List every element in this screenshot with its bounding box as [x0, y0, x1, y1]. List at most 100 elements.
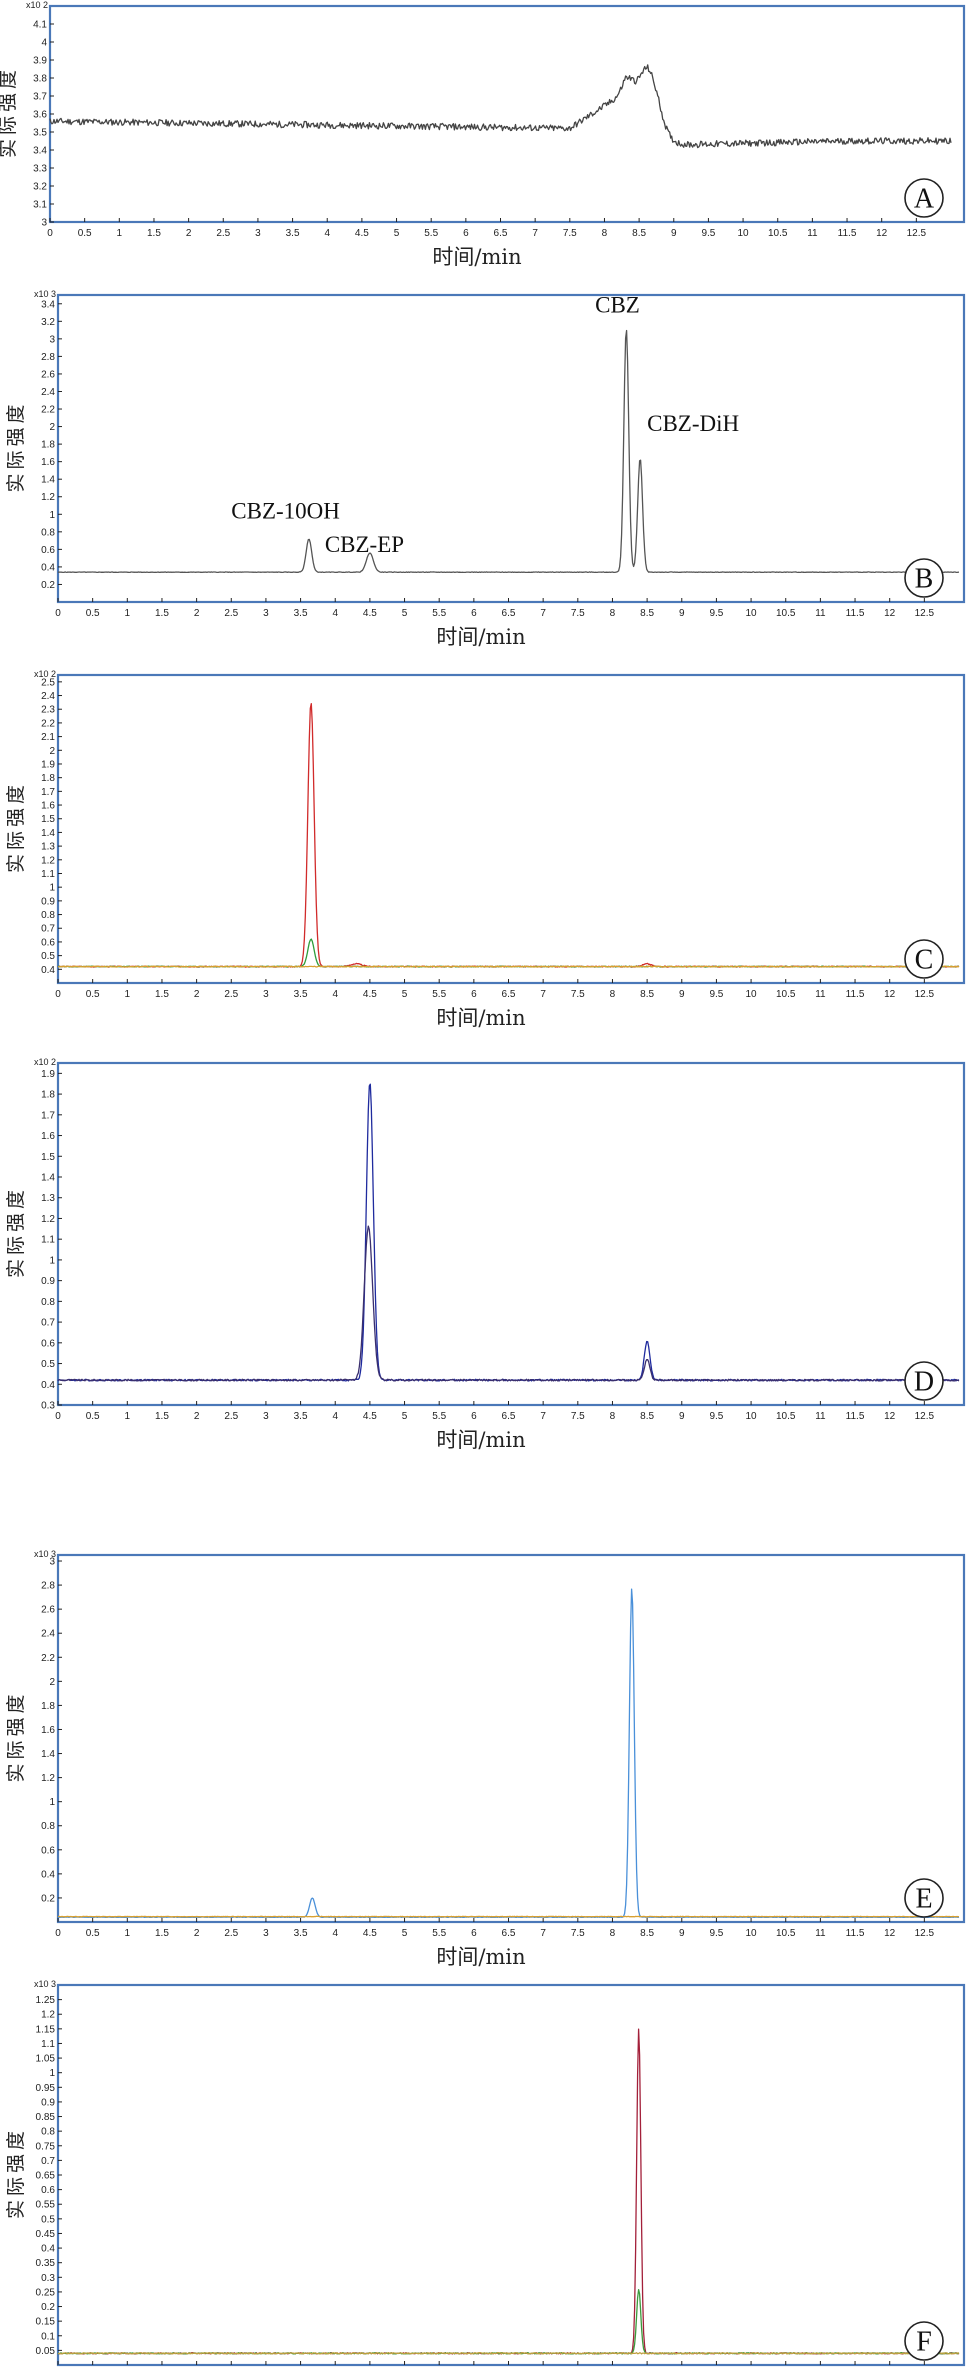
- x-tick-label: 0.5: [78, 228, 92, 239]
- y-tick-label: 3: [49, 1557, 55, 1568]
- y-multiplier: x10 3: [34, 1549, 56, 1559]
- x-tick-label: 12: [884, 1928, 896, 1939]
- x-tick-label: 0.5: [86, 1928, 100, 1939]
- x-tick-label: 7: [540, 1411, 546, 1422]
- x-tick-label: 7: [540, 608, 546, 619]
- peak-annotation: CBZ: [595, 293, 640, 318]
- x-tick-label: 12.5: [907, 228, 927, 239]
- y-tick-label: 3: [41, 218, 47, 229]
- x-tick-label: 7.5: [563, 228, 577, 239]
- x-axis-label: 时间/min: [436, 1006, 525, 1030]
- y-axis-label: 实际强度: [5, 1186, 27, 1278]
- x-tick-label: 0: [55, 608, 61, 619]
- chromatogram-panel-a: x10 2 3 3.1 3.2 3.3 3.4 3.5 3.6 3.7 3.8 3.9 4 4.1 0 0.…: [0, 0, 970, 280]
- x-tick-label: 2: [194, 1928, 200, 1939]
- y-tick-label: 1.9: [41, 759, 55, 770]
- y-tick-label: 3.2: [33, 182, 47, 193]
- trace-line-2: [57, 2289, 960, 2355]
- plot-frame: [56, 293, 966, 604]
- y-tick-label: 0.8: [41, 1297, 55, 1308]
- x-axis-label: 时间/min: [436, 1428, 525, 1452]
- y-tick-label: 1.1: [41, 2039, 55, 2050]
- x-tick-label: 10: [746, 989, 758, 1000]
- plot-frame: [56, 1983, 966, 2367]
- y-tick-label: 0.55: [36, 2200, 56, 2211]
- y-tick-label: 0.5: [41, 951, 55, 962]
- x-tick-label: 7: [532, 228, 538, 239]
- peak-annotation: CBZ-10OH: [231, 499, 340, 524]
- x-tick-label: 11: [815, 989, 826, 1000]
- x-tick-label: 3: [255, 228, 261, 239]
- panel-svg: x10 3 0.2 0.4 0.6 0.8 1 1.2 1.4 1.6 1.8 2 2.2 2.4 2.6…: [5, 289, 966, 649]
- x-tick-label: 1: [125, 608, 131, 619]
- chromatogram-panel-e: x10 3 0.2 0.4 0.6 0.8 1 1.2 1.4 1.6 1.8 2 2.2 2.4 2.6…: [0, 1545, 970, 1970]
- x-tick-label: 11: [815, 1411, 826, 1422]
- trace-line-3: [58, 965, 960, 968]
- y-tick-label: 0.7: [41, 1318, 55, 1329]
- y-tick-label: 1.8: [41, 1090, 55, 1101]
- y-tick-label: 0.3: [41, 2273, 55, 2284]
- panel-svg: x10 3 0.2 0.4 0.6 0.8 1 1.2 1.4 1.6 1.8 2 2.2 2.4 2.6…: [5, 1549, 966, 1969]
- x-tick-label: 0: [55, 989, 61, 1000]
- x-tick-label: 10: [746, 1411, 758, 1422]
- y-tick-label: 3: [49, 334, 55, 345]
- x-tick-label: 3.5: [294, 1928, 308, 1939]
- panel-badge-circle: [904, 178, 944, 218]
- x-tick-label: 10.5: [776, 608, 796, 619]
- panel-svg: x10 2 0.4 0.5 0.6 0.7 0.8 0.9 1 1.1 1.2 1.3 1.4 1.5 1…: [5, 669, 966, 1030]
- y-tick-label: 2.4: [41, 387, 55, 398]
- trace-line-1: [57, 2028, 960, 2355]
- y-tick-label: 3.1: [33, 200, 47, 211]
- panel-badge-label: B: [915, 564, 934, 595]
- x-tick-label: 5: [394, 228, 400, 239]
- x-tick-label: 6: [463, 228, 469, 239]
- y-tick-label: 2.2: [41, 718, 55, 729]
- y-tick-label: 1: [49, 883, 55, 894]
- y-tick-label: 1.4: [41, 475, 55, 486]
- y-tick-label: 0.2: [41, 580, 55, 591]
- y-tick-label: 1.2: [41, 855, 55, 866]
- x-tick-label: 5.5: [432, 1411, 446, 1422]
- y-tick-label: 3.9: [33, 56, 47, 67]
- y-tick-label: 1: [49, 1255, 55, 1266]
- x-tick-label: 7.5: [571, 1411, 585, 1422]
- x-tick-label: 2: [194, 1411, 200, 1422]
- y-tick-label: 0.05: [36, 2346, 56, 2357]
- x-tick-label: 4.5: [355, 228, 369, 239]
- y-tick-label: 0.6: [41, 937, 55, 948]
- y-tick-label: 0.5: [41, 1359, 55, 1370]
- y-tick-label: 2.6: [41, 369, 55, 380]
- x-tick-label: 1: [117, 228, 123, 239]
- y-tick-label: 1.4: [41, 1173, 55, 1184]
- y-tick-label: 0.9: [41, 2097, 55, 2108]
- y-tick-label: 0.6: [41, 1338, 55, 1349]
- y-tick-label: 2: [49, 746, 55, 757]
- y-tick-label: 0.6: [41, 2185, 55, 2196]
- x-tick-label: 7: [540, 989, 546, 1000]
- x-tick-label: 6: [471, 608, 477, 619]
- y-tick-label: 0.2: [41, 2302, 55, 2313]
- y-tick-label: 4.1: [33, 20, 47, 31]
- x-tick-label: 5.5: [424, 228, 438, 239]
- x-tick-label: 7.5: [571, 1928, 585, 1939]
- y-tick-label: 0.1: [41, 2331, 55, 2342]
- x-tick-label: 2: [194, 608, 200, 619]
- y-tick-label: 0.15: [36, 2317, 56, 2328]
- x-tick-label: 8.5: [640, 1928, 654, 1939]
- x-tick-label: 10.5: [776, 1928, 796, 1939]
- peak-annotation: CBZ-DiH: [647, 411, 739, 436]
- x-tick-label: 3: [263, 1411, 269, 1422]
- x-tick-label: 11: [807, 228, 818, 239]
- trace-line-1: [57, 1083, 960, 1382]
- y-tick-label: 3.2: [41, 317, 55, 328]
- y-tick-label: 2.8: [41, 352, 55, 363]
- trace-line-1: [57, 702, 960, 968]
- x-tick-label: 5.5: [432, 1928, 446, 1939]
- y-tick-label: 1: [49, 1797, 55, 1808]
- x-tick-label: 10: [738, 228, 750, 239]
- x-tick-label: 4: [324, 228, 330, 239]
- chromatogram-panel-c: x10 2 0.4 0.5 0.6 0.7 0.8 0.9 1 1.1 1.2 1.3 1.4 1.5 1…: [0, 665, 970, 1050]
- plot-frame: [56, 1061, 966, 1407]
- y-tick-label: 0.8: [41, 910, 55, 921]
- x-tick-label: 12.5: [915, 1928, 935, 1939]
